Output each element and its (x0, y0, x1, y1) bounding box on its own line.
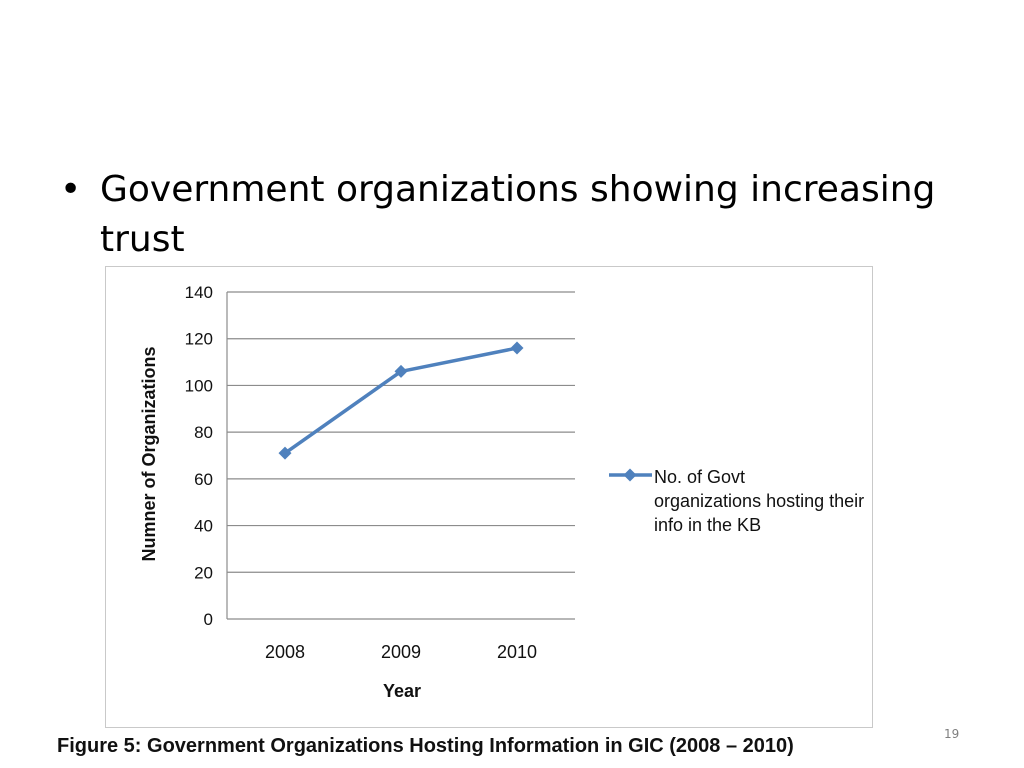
y-tick-label: 140 (185, 283, 213, 302)
y-axis-label: Numner of Organizations (139, 346, 159, 561)
data-point-marker (278, 446, 292, 460)
y-tick-label: 20 (194, 563, 213, 582)
data-point-marker (394, 364, 408, 378)
y-tick-label: 40 (194, 517, 213, 536)
page-number: 19 (944, 727, 960, 741)
figure-caption: Figure 5: Government Organizations Hosti… (57, 735, 794, 757)
y-tick-label: 120 (185, 330, 213, 349)
x-axis-label: Year (383, 681, 421, 701)
legend-marker-icon (623, 468, 637, 482)
series-line (283, 346, 519, 455)
data-point-marker (510, 341, 524, 355)
chart-frame: Numner of Organizations Year 0 20 40 60 80 10… (105, 266, 873, 728)
x-tick-label: 2010 (497, 642, 537, 662)
x-tick-label: 2009 (381, 642, 421, 662)
bullet-dot-icon: • (60, 169, 82, 210)
x-tick-label: 2008 (265, 642, 305, 662)
legend-label: No. of Govt organizations hosting their in… (654, 467, 864, 535)
line-chart: Numner of Organizations Year 0 20 40 60 80 10… (139, 283, 864, 701)
y-tick-label: 60 (194, 470, 213, 489)
y-tick-label: 80 (194, 423, 213, 442)
bullet-text: Government organizations showing increas… (100, 169, 936, 260)
y-tick-label: 100 (185, 376, 213, 395)
y-tick-label: 0 (204, 610, 213, 629)
